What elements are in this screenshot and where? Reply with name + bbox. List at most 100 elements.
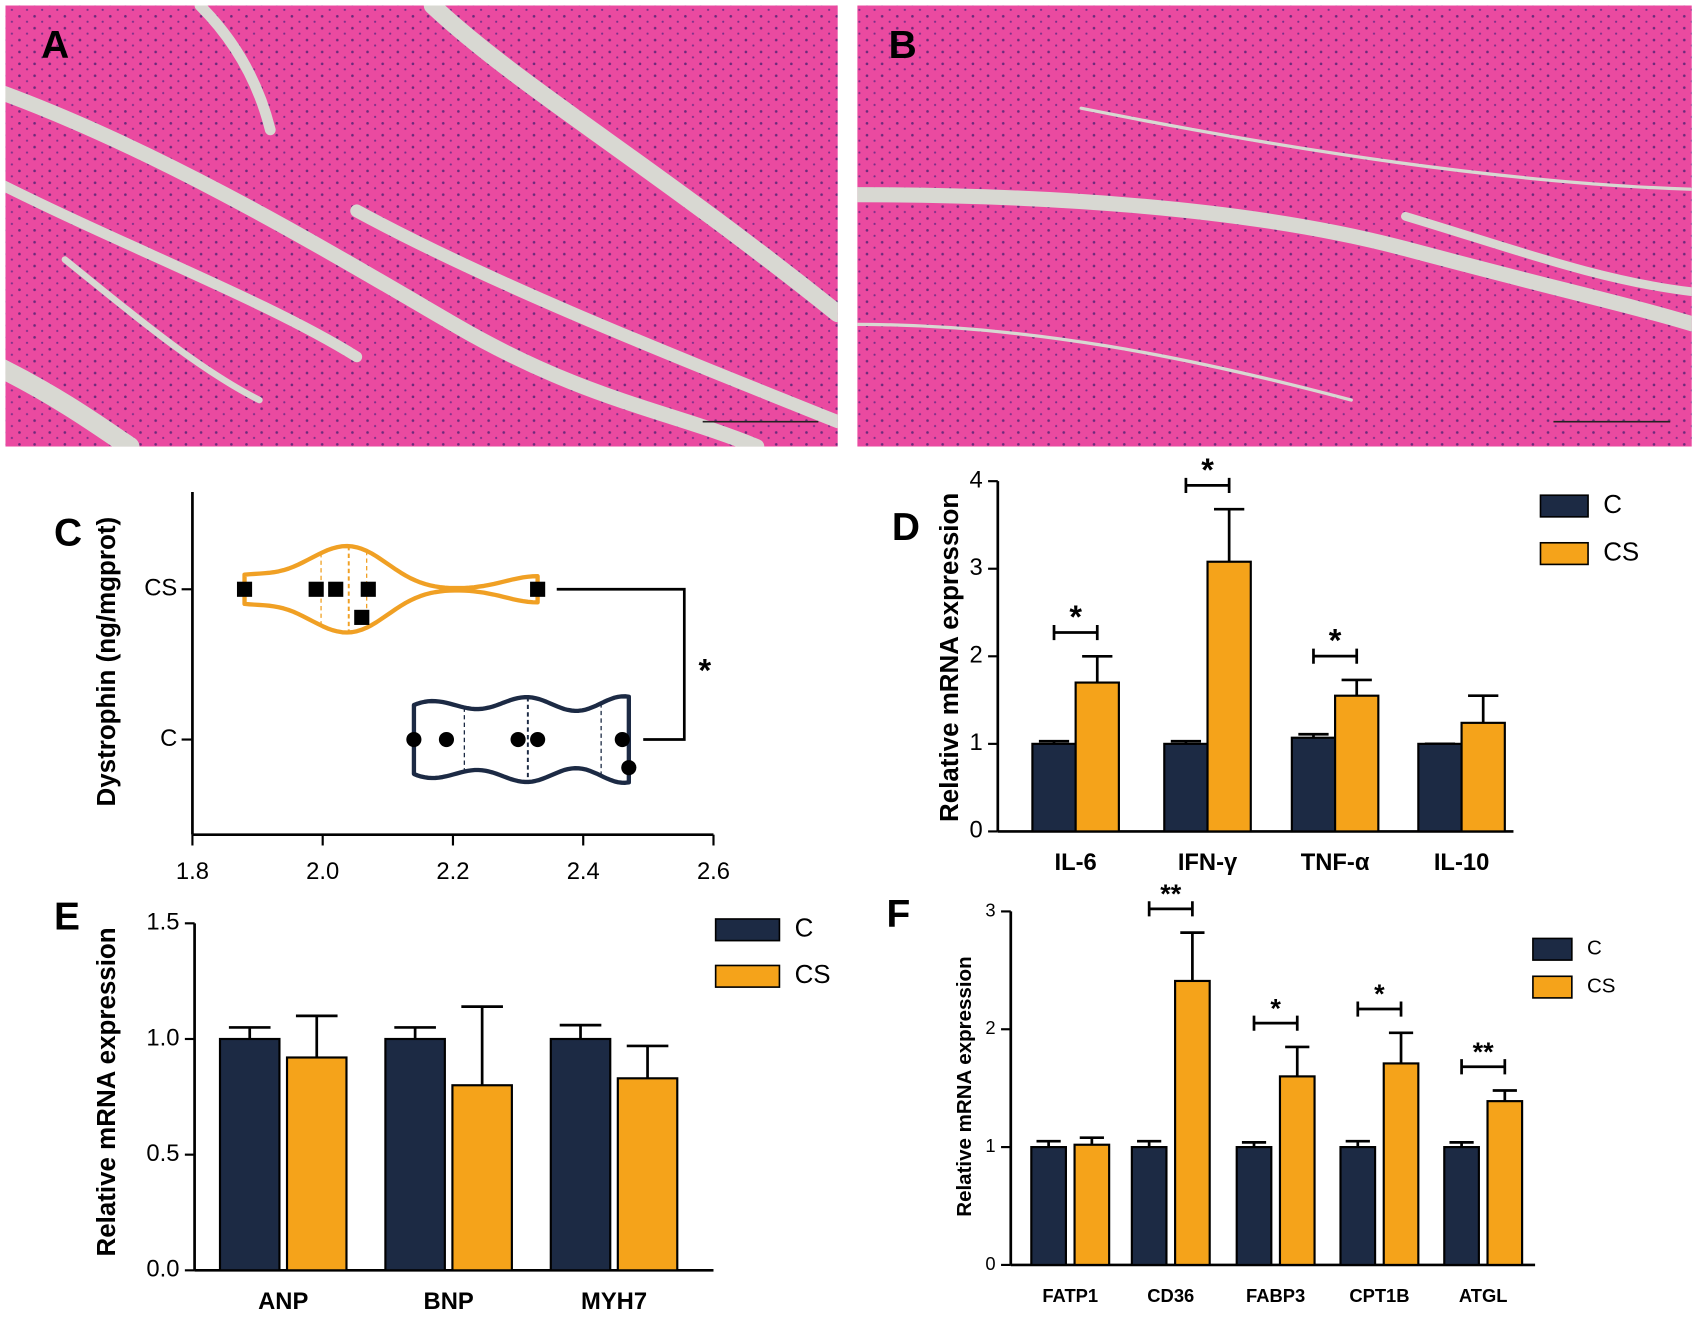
violin [411, 694, 632, 785]
bar [1443, 1146, 1480, 1267]
y-tick-label: C [160, 725, 177, 752]
error-bar [1214, 507, 1245, 562]
data-point [530, 581, 546, 597]
y-tick-label: 1.0 [146, 1024, 179, 1051]
bar [1382, 1062, 1420, 1267]
legend-swatch [1539, 541, 1589, 566]
bar [1334, 694, 1380, 833]
bar [1486, 1100, 1524, 1267]
data-point [621, 760, 637, 776]
y-tick-label: 0.5 [146, 1140, 179, 1167]
y-axis-title: Relative mRNA expression [936, 493, 964, 822]
legend-label: CS [1587, 975, 1615, 998]
bar [1073, 1143, 1111, 1267]
significance-label: ** [1160, 879, 1182, 909]
y-axis-title: Relative mRNA expression [93, 927, 121, 1256]
x-tick-label: 2.4 [567, 858, 600, 885]
panel-label: F [886, 893, 910, 936]
x-tick-label: IL-10 [1434, 849, 1489, 876]
panel-label: D [892, 506, 920, 549]
bar [549, 1037, 612, 1272]
bar [1339, 1146, 1377, 1267]
bar [1074, 681, 1120, 833]
x-tick-label: MYH7 [581, 1288, 647, 1315]
y-tick-label: CS [144, 575, 177, 602]
panel-label: C [54, 512, 82, 555]
y-axis-title: Relative mRNA expression [953, 956, 976, 1216]
significance-bracket [1460, 1059, 1507, 1075]
legend-label: C [1603, 491, 1622, 519]
panel-label: A [41, 24, 69, 67]
panel-label: E [54, 895, 80, 938]
x-tick-label: FABP3 [1246, 1285, 1305, 1306]
y-axis-title: Dystrophin (ng/mgprot) [93, 517, 121, 807]
y-tick-label: 4 [969, 466, 982, 493]
histology-image-b [857, 5, 1692, 447]
x-tick-label: 2.2 [436, 858, 469, 885]
data-point [614, 731, 630, 748]
legend-swatch [714, 918, 781, 942]
bar [1163, 742, 1209, 833]
data-point [354, 609, 370, 625]
x-tick-label: TNF-α [1301, 849, 1370, 876]
bar [616, 1077, 679, 1272]
data-point [236, 581, 253, 597]
panel-label: B [889, 24, 917, 67]
y-tick-label: 0.0 [146, 1256, 179, 1283]
legend-swatch [1532, 975, 1573, 999]
error-bar [559, 1023, 602, 1039]
significance-bracket [1147, 901, 1194, 917]
bar [1417, 742, 1463, 833]
error-bar [1388, 1031, 1414, 1064]
y-tick-label: 1 [969, 729, 982, 756]
significance-label: * [1201, 452, 1214, 488]
error-bar [1468, 694, 1499, 723]
bar [1460, 721, 1506, 833]
significance-label: * [1374, 979, 1385, 1009]
bar [1235, 1146, 1273, 1267]
legend-label: C [795, 915, 814, 943]
data-point [530, 731, 546, 748]
x-tick-label: 1.8 [176, 858, 209, 885]
significance-bracket [1184, 477, 1231, 493]
significance-bracket [1312, 648, 1359, 664]
significance-label: ** [1473, 1037, 1495, 1067]
bar [218, 1037, 281, 1272]
legend-label: CS [1603, 538, 1639, 566]
y-tick-label: 0 [985, 1253, 995, 1274]
significance-bracket [1052, 624, 1099, 641]
bar [1130, 1146, 1168, 1267]
error-bar [228, 1026, 271, 1039]
significance-bracket [1356, 1001, 1403, 1017]
legend-swatch [1532, 937, 1573, 961]
bar [285, 1056, 348, 1272]
error-bar [461, 1005, 503, 1086]
y-tick-label: 0 [969, 817, 982, 844]
significance-label: * [1069, 599, 1082, 635]
x-tick-label: ATGL [1459, 1285, 1508, 1306]
bar [1278, 1075, 1316, 1267]
bar [1206, 560, 1252, 833]
x-tick-label: 2.6 [697, 858, 730, 885]
data-point [360, 581, 376, 597]
data-point [438, 731, 455, 748]
histology-image-a [5, 5, 838, 447]
significance-label: * [1329, 623, 1342, 659]
x-tick-label: 2.0 [306, 858, 339, 885]
x-tick-label: ANP [258, 1288, 308, 1315]
y-tick-label: 1.5 [146, 909, 179, 936]
error-bar [1341, 678, 1372, 696]
bar [451, 1084, 513, 1272]
error-bar [626, 1044, 669, 1079]
error-bar [1180, 931, 1205, 981]
error-bar [1285, 1045, 1310, 1077]
legend-label: CS [795, 961, 831, 989]
bar [1290, 736, 1337, 833]
error-bar [1079, 1136, 1104, 1145]
significance-bracket [1252, 1015, 1299, 1031]
data-point [406, 731, 422, 748]
data-point [308, 581, 324, 597]
significance-bracket [556, 587, 686, 741]
violin [242, 543, 540, 635]
x-tick-label: IL-6 [1055, 849, 1097, 876]
